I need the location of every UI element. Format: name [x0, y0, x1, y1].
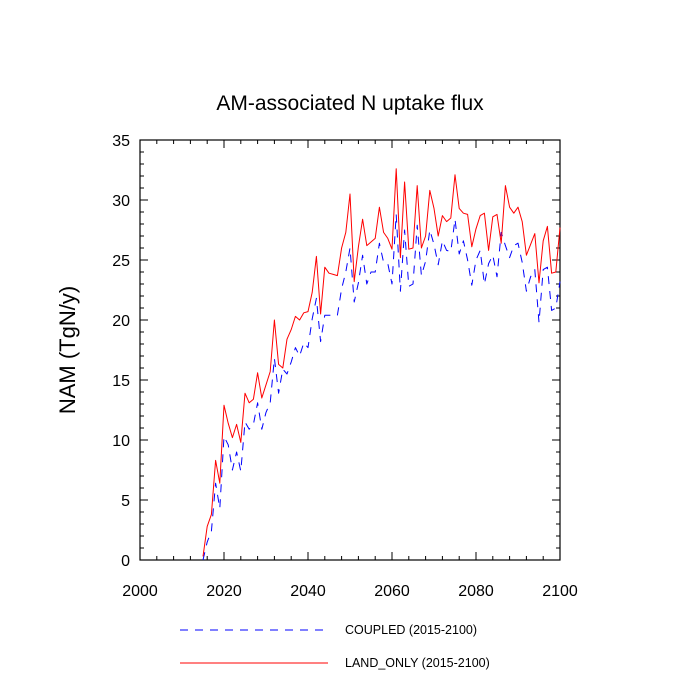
- y-tick-label: 30: [112, 193, 130, 210]
- y-tick-label: 35: [112, 133, 130, 150]
- y-tick-label: 0: [121, 553, 130, 570]
- y-tick-label: 10: [112, 433, 130, 450]
- chart-title: AM-associated N uptake flux: [216, 92, 484, 115]
- x-tick-label: 2100: [542, 583, 578, 600]
- x-tick-label: 2060: [374, 583, 410, 600]
- x-tick-label: 2000: [122, 583, 158, 600]
- y-ticks: 0 5 10 15 20 25 30 35: [112, 133, 560, 570]
- legend-label-land-only: LAND_ONLY (2015-2100): [345, 656, 490, 670]
- x-tick-label: 2040: [290, 583, 326, 600]
- legend-label-coupled: COUPLED (2015-2100): [345, 623, 477, 637]
- x-ticks: 2000 2020 2040 2060 2080 2100: [122, 140, 578, 600]
- y-tick-label: 5: [121, 493, 130, 510]
- series-line-land-only: [202, 168, 561, 557]
- y-tick-label: 15: [112, 373, 130, 390]
- y-axis-label: NAM (TgN/y): [55, 286, 80, 414]
- x-tick-label: 2020: [206, 583, 242, 600]
- y-tick-label: 20: [112, 313, 130, 330]
- series-layer: [202, 168, 561, 561]
- plot-frame: [139, 139, 561, 561]
- x-tick-label: 2080: [458, 583, 494, 600]
- legend: COUPLED (2015-2100) LAND_ONLY (2015-2100…: [180, 623, 490, 670]
- y-tick-label: 25: [112, 253, 130, 270]
- series-line-coupled: [202, 213, 561, 561]
